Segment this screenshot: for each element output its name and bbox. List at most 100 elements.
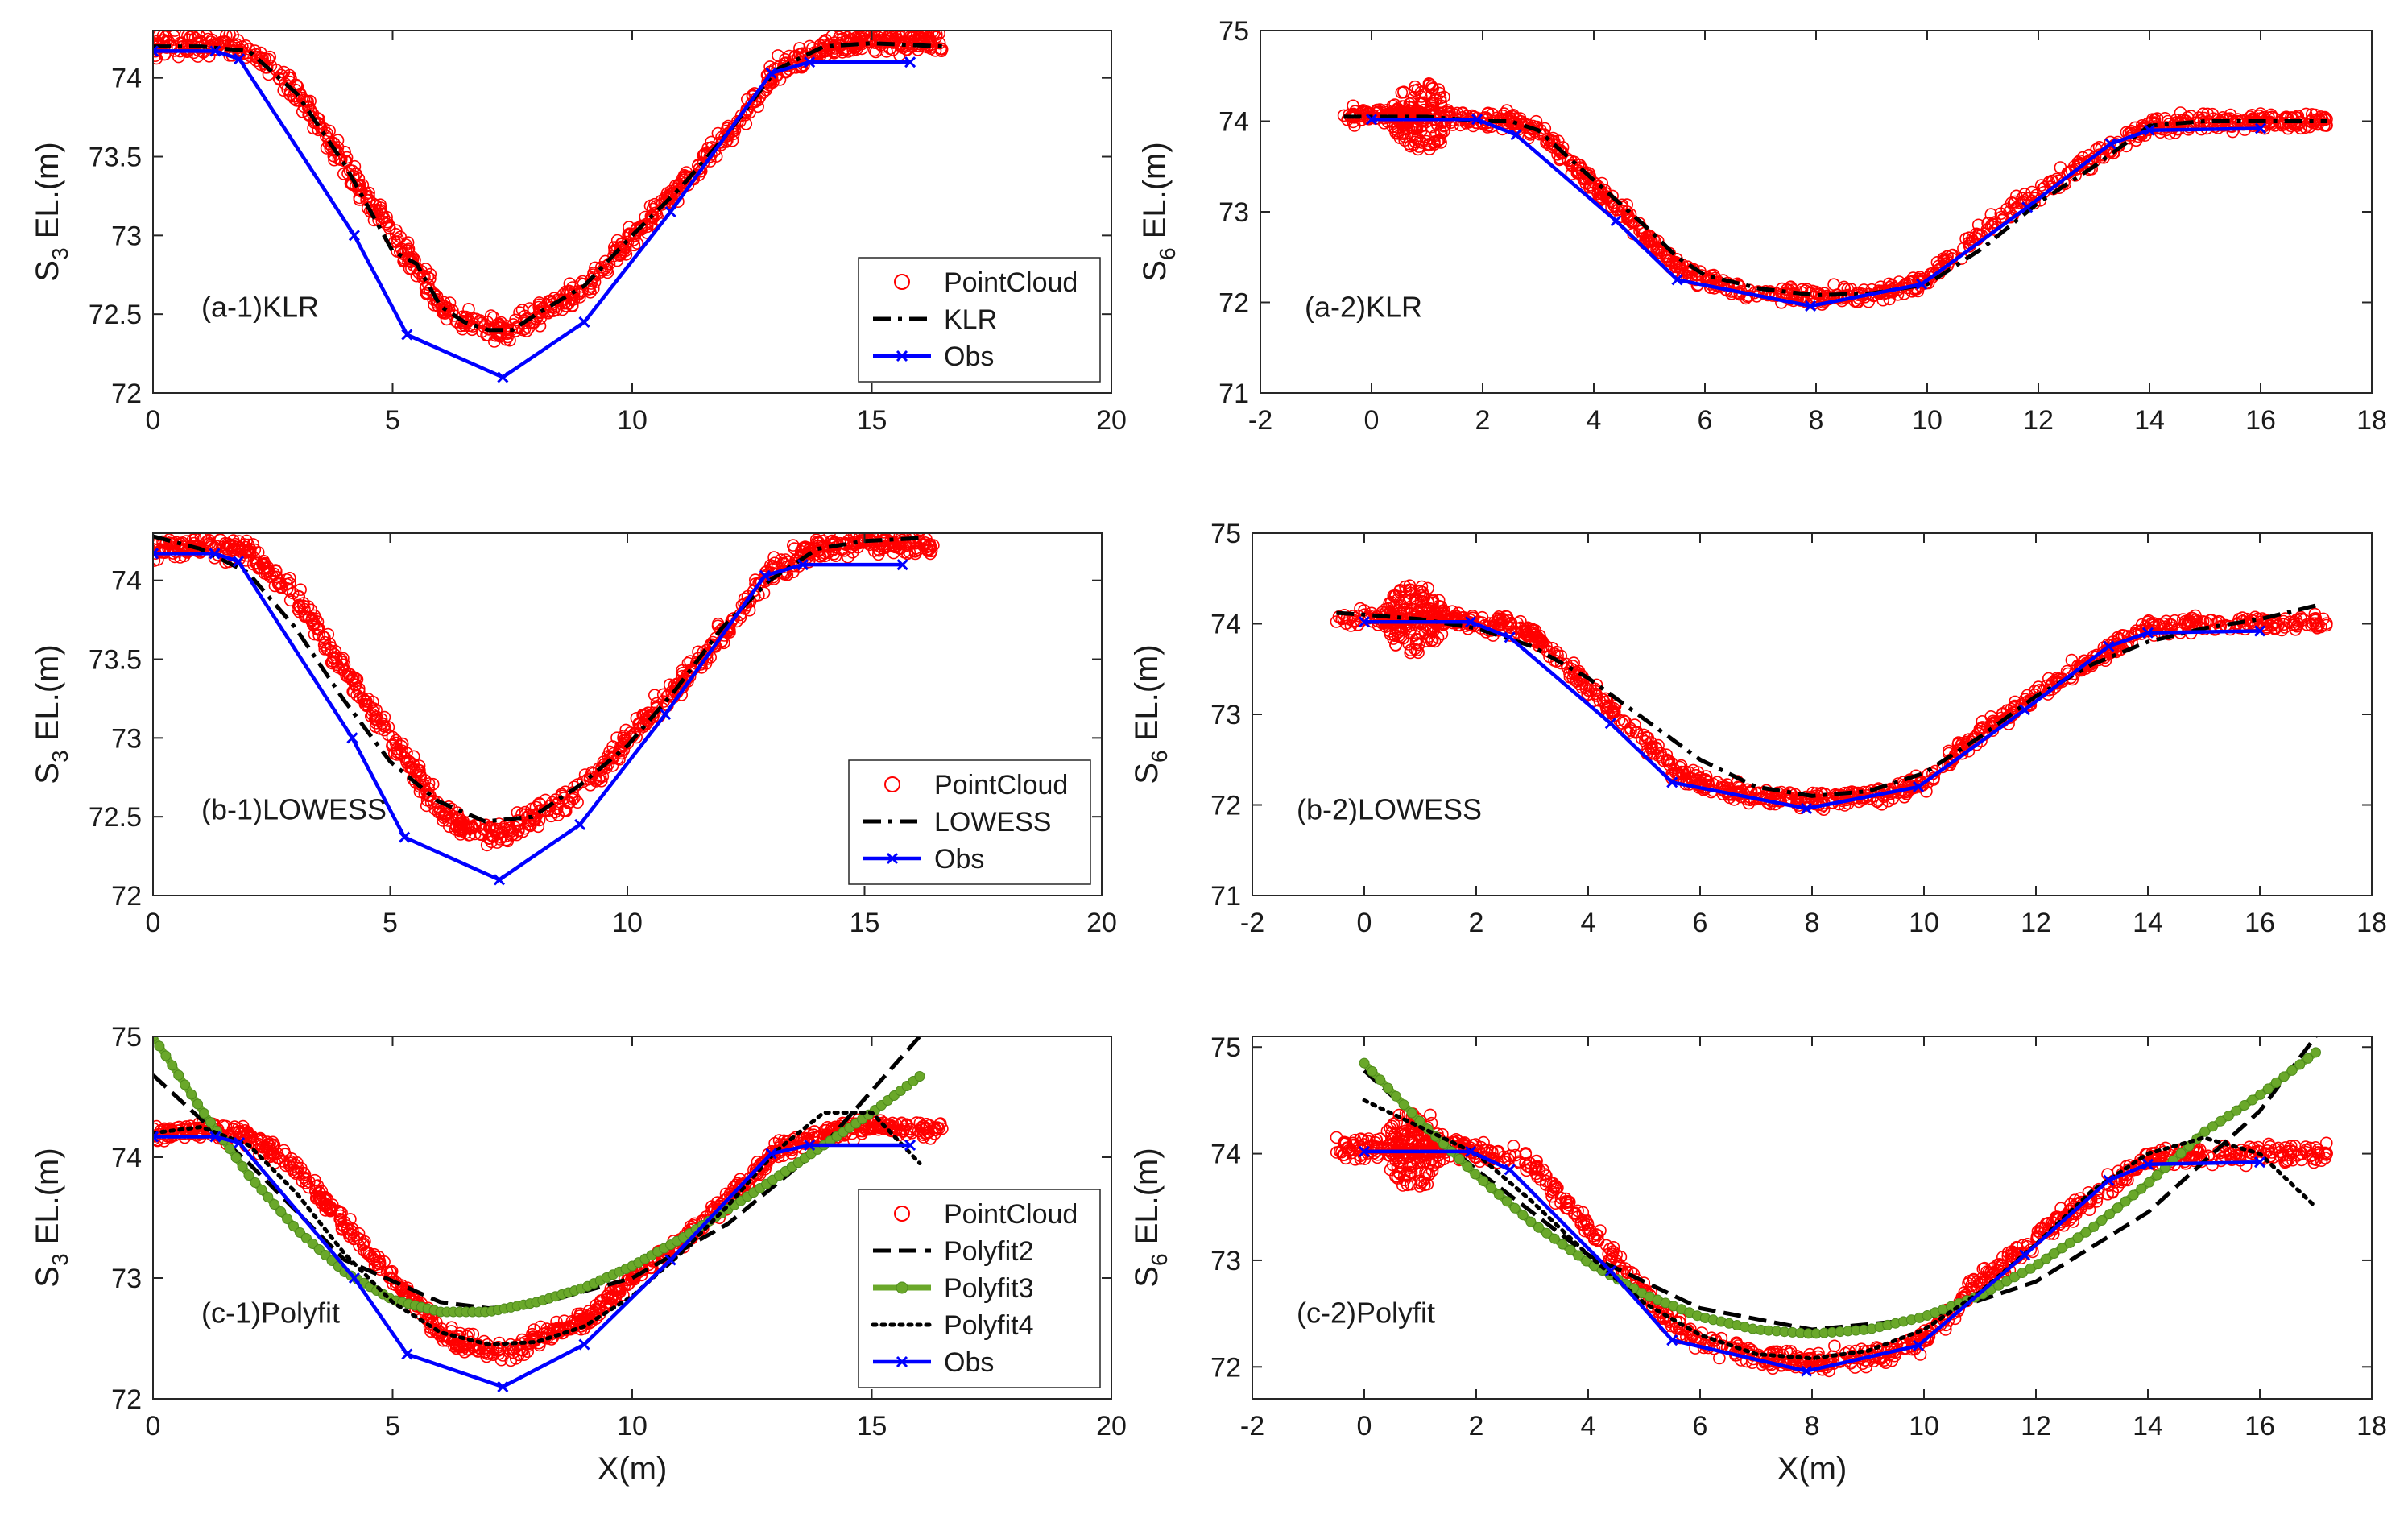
y-tick-label: 74 xyxy=(1210,610,1241,640)
pointcloud-marker xyxy=(405,762,418,776)
pointcloud-marker xyxy=(184,31,197,43)
pointcloud-marker xyxy=(437,306,449,320)
pointcloud-marker xyxy=(1553,153,1566,167)
pointcloud-marker xyxy=(734,109,748,122)
y-tick-label: 73.5 xyxy=(89,645,142,676)
plot-content xyxy=(1337,77,2333,312)
pointcloud-marker xyxy=(322,133,335,146)
pointcloud-marker xyxy=(364,709,378,723)
x-tick-label: 16 xyxy=(2245,405,2276,436)
x-tick-label: 20 xyxy=(1096,405,1127,436)
x-tick-label: 2 xyxy=(1475,405,1491,436)
obs-markers xyxy=(153,548,908,886)
x-tick-label: 16 xyxy=(2245,908,2275,938)
pointcloud-marker xyxy=(2183,615,2196,628)
pointcloud-marker xyxy=(1405,97,1417,110)
pointcloud-marker xyxy=(370,710,383,723)
y-axis-label-base: S xyxy=(1129,763,1165,784)
pointcloud-marker xyxy=(1434,95,1447,108)
obs-marker xyxy=(904,56,916,68)
legend-item-obs: Obs xyxy=(863,844,984,875)
pointcloud-marker xyxy=(333,1213,346,1226)
pointcloud-marker xyxy=(445,802,458,816)
pointcloud-marker xyxy=(220,31,233,42)
pointcloud-marker xyxy=(1994,207,2008,221)
pointcloud-marker xyxy=(343,1230,356,1243)
obs-marker xyxy=(664,205,676,218)
pointcloud-marker xyxy=(1815,786,1828,800)
pointcloud-marker xyxy=(1616,717,1628,730)
pointcloud-marker xyxy=(2191,614,2203,628)
obs-marker xyxy=(2253,625,2266,637)
pointcloud-marker xyxy=(2290,118,2304,130)
pointcloud-marker xyxy=(1599,699,1612,713)
pointcloud-marker xyxy=(1785,787,1798,800)
pointcloud-marker xyxy=(901,535,914,548)
pointcloud-marker xyxy=(327,651,341,664)
y-tick-label: 75 xyxy=(1218,16,1249,47)
pointcloud-marker xyxy=(260,61,274,74)
y-axis-label-text: EL.(m) xyxy=(1137,142,1173,247)
pointcloud-marker xyxy=(1869,785,1882,799)
pointcloud-marker xyxy=(2025,185,2038,199)
pointcloud-marker xyxy=(2176,613,2190,626)
pointcloud-marker xyxy=(387,738,399,751)
pointcloud-marker xyxy=(1779,286,1793,300)
pointcloud-marker xyxy=(663,678,676,692)
pointcloud-marker xyxy=(1624,208,1637,221)
pointcloud-marker xyxy=(424,1318,437,1331)
pointcloud-marker xyxy=(1686,763,1700,777)
y-tick-label: 72.5 xyxy=(89,300,142,330)
pointcloud-marker xyxy=(1504,621,1518,635)
pointcloud-marker xyxy=(2260,620,2273,634)
pointcloud-marker xyxy=(462,302,475,316)
pointcloud-marker xyxy=(1589,177,1603,190)
legend-label: Obs xyxy=(934,844,984,875)
pointcloud-marker xyxy=(606,759,619,772)
pointcloud-marker xyxy=(1595,176,1608,190)
x-axis: -2 0 2 4 6 8 10 12 14 16 18 xyxy=(1240,533,2387,938)
pointcloud-marker xyxy=(621,736,635,750)
plot-area xyxy=(1252,533,2372,896)
x-tick-label: 10 xyxy=(1909,908,1939,938)
pointcloud-marker xyxy=(271,576,285,589)
pointcloud-marker xyxy=(1617,714,1631,727)
pointcloud-marker xyxy=(586,767,600,780)
pointcloud-marker xyxy=(1498,614,1511,627)
pointcloud-marker xyxy=(2277,614,2290,628)
pointcloud-marker xyxy=(378,710,391,724)
pointcloud-marker xyxy=(438,809,452,823)
pointcloud-marker xyxy=(914,31,927,36)
pointcloud-marker xyxy=(722,126,735,139)
pointcloud-marker xyxy=(298,1168,312,1181)
pointcloud-marker xyxy=(228,544,242,557)
y-tick-label: 72 xyxy=(1218,288,1249,319)
obs-marker xyxy=(209,45,221,57)
pointcloud-marker xyxy=(1414,86,1428,99)
y-axis-label: S6 EL.(m) xyxy=(1137,142,1180,281)
pointcloud-marker xyxy=(432,295,445,308)
x-tick-label: 12 xyxy=(2023,405,2054,436)
pointcloud-marker xyxy=(283,571,296,585)
pointcloud-marker xyxy=(293,601,307,614)
pointcloud-marker xyxy=(500,320,514,333)
pointcloud-marker xyxy=(293,94,307,107)
plot-content xyxy=(1330,579,2333,817)
pointcloud-marker xyxy=(496,825,509,839)
y-axis-label-subscript: 3 xyxy=(48,750,72,763)
pointcloud-marker xyxy=(331,1204,345,1218)
pointcloud-marker xyxy=(873,31,887,39)
pointcloud-marker xyxy=(312,623,325,636)
pointcloud-marker xyxy=(403,755,416,768)
x-tick-label: 10 xyxy=(617,405,648,436)
obs-marker xyxy=(1610,215,1622,227)
obs-marker xyxy=(1510,129,1522,141)
pointcloud-marker xyxy=(328,153,341,167)
pointcloud-marker xyxy=(1984,208,1998,221)
pointcloud-marker xyxy=(1575,680,1589,694)
pointcloud-marker xyxy=(1527,627,1541,640)
klr-line xyxy=(1343,114,2327,298)
pointcloud-marker xyxy=(896,535,909,548)
x-axis: 0 5 10 15 20 xyxy=(146,533,1117,938)
